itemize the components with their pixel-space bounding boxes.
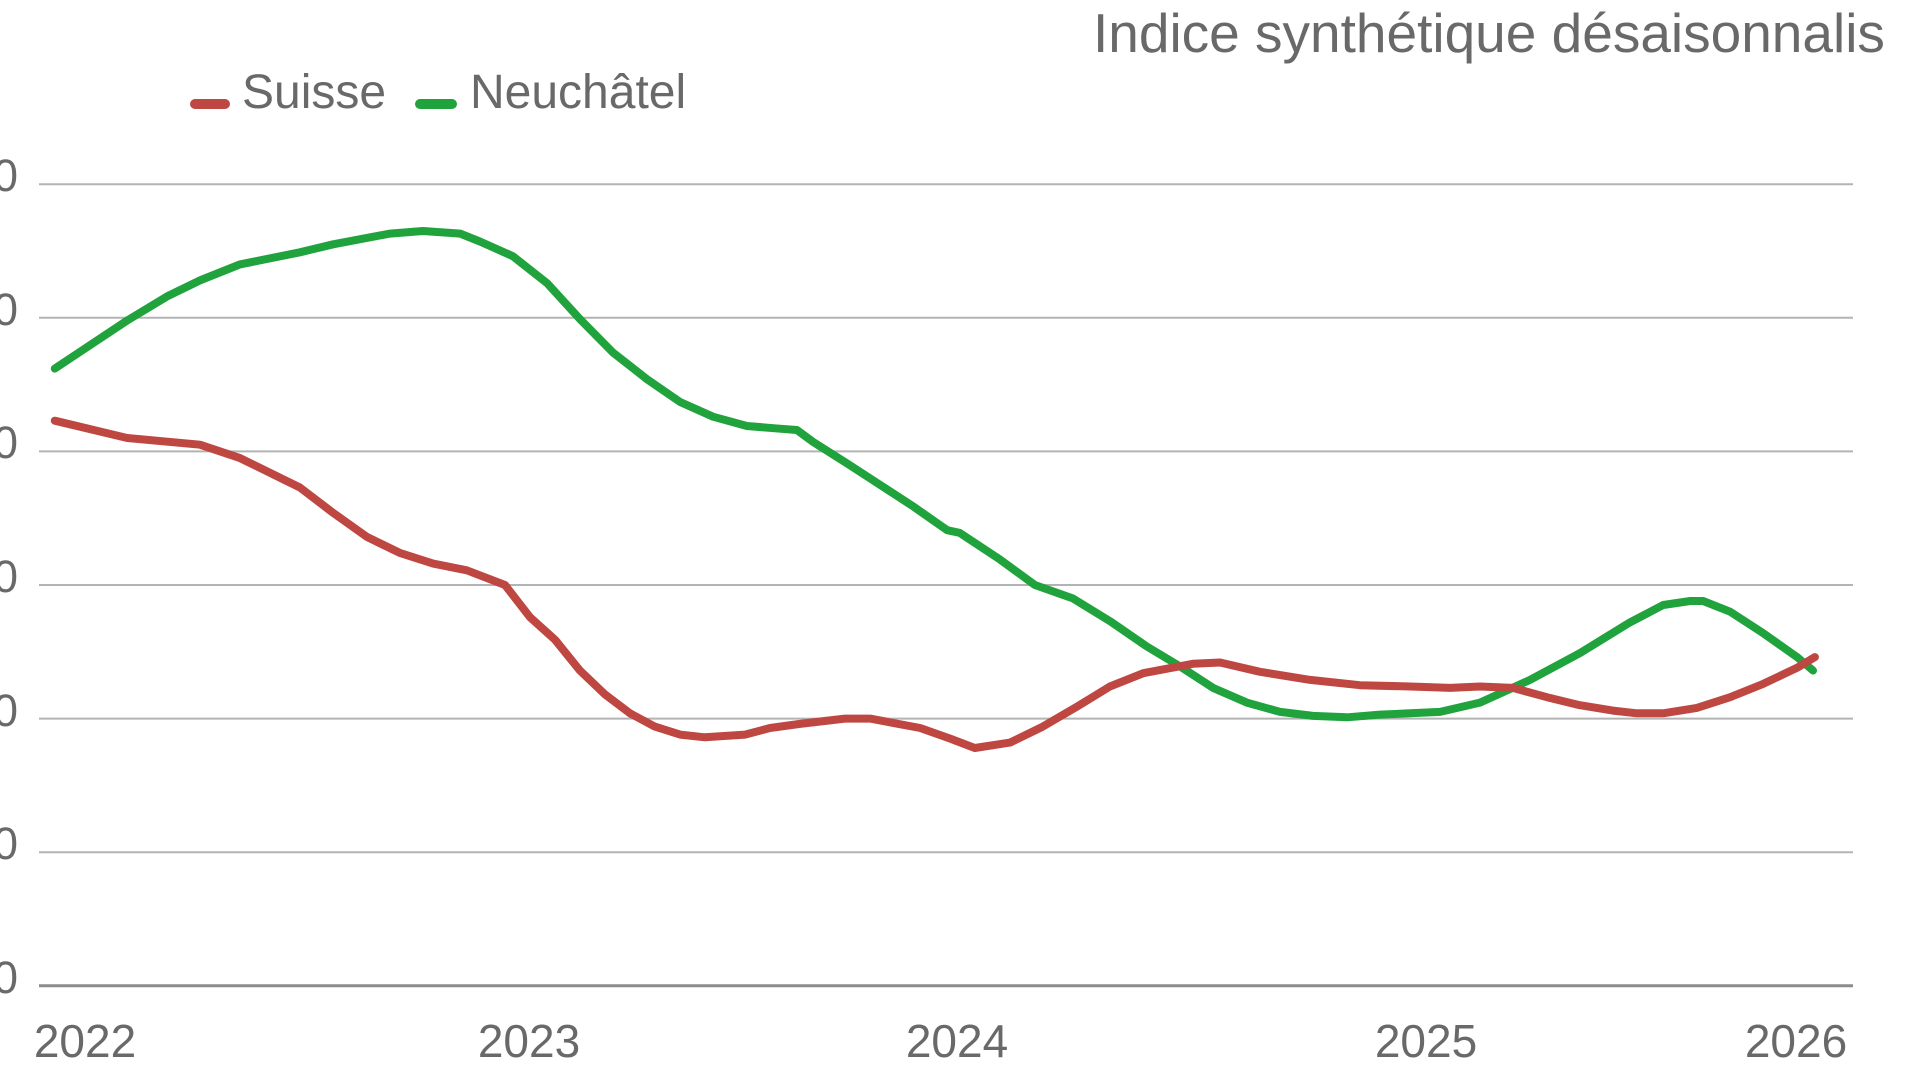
x-tick-label-2026: 2026: [1744, 1015, 1848, 1067]
series-line-suisse[interactable]: [50, 416, 1819, 752]
y-tick-label: 0: [0, 951, 19, 1003]
x-tick-label-2022: 2022: [33, 1015, 137, 1067]
y-tick-label: 0: [0, 684, 19, 736]
series-line-neuchatel[interactable]: [50, 227, 1817, 722]
legend-item-neuchatel[interactable]: Neuchâtel: [470, 66, 687, 119]
legend-swatch-suisse: [190, 99, 230, 109]
y-tick-label: 0: [0, 150, 19, 202]
legend-swatch-neuchatel: [415, 99, 457, 109]
chart-title: Indice synthétique désaisonnalis: [1093, 2, 1885, 64]
y-tick-label: 0: [0, 818, 19, 870]
y-tick-label: 0: [0, 417, 19, 469]
y-tick-label: 0: [0, 551, 19, 602]
x-tick-label-2024: 2024: [905, 1015, 1009, 1067]
x-tick-label-2023: 2023: [477, 1015, 581, 1067]
y-tick-label: 0: [0, 283, 19, 335]
x-tick-label-2025: 2025: [1374, 1015, 1478, 1067]
legend-item-suisse[interactable]: Suisse: [242, 66, 387, 119]
